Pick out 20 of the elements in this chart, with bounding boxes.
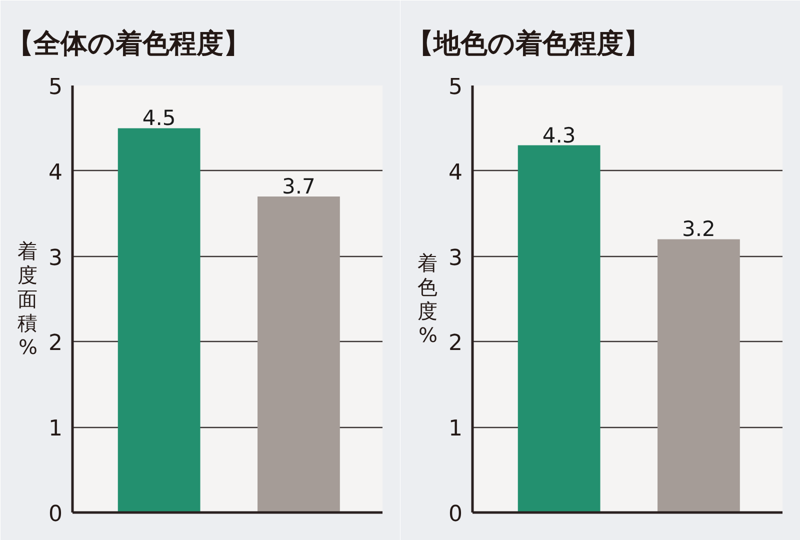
y-tick-label: 2 [448, 331, 463, 356]
y-tick-label: 0 [48, 502, 63, 527]
y-tick-label: 3 [448, 246, 463, 271]
data-label: 4.5 [142, 106, 176, 130]
y-tick-label: 4 [448, 160, 463, 186]
y-tick-label: 1 [448, 416, 463, 442]
y-tick-label: 5 [448, 75, 463, 100]
y-axis-title: 着度面積% [18, 239, 38, 359]
y-tick-label: 1 [48, 416, 63, 442]
chart-title: 【全体の着色程度】 [6, 28, 250, 60]
data-label: 4.3 [542, 123, 576, 148]
y-tick-label: 3 [48, 246, 63, 271]
y-tick-label: 4 [48, 160, 63, 186]
chart-title: 【地色の着色程度】 [406, 28, 650, 60]
y-axis-title: 着色度% [418, 251, 438, 347]
data-label: 3.7 [282, 174, 316, 199]
data-label: 3.2 [682, 217, 716, 242]
y-tick-label: 2 [48, 331, 63, 356]
y-tick-label: 0 [448, 502, 463, 527]
y-tick-label: 5 [48, 75, 63, 100]
